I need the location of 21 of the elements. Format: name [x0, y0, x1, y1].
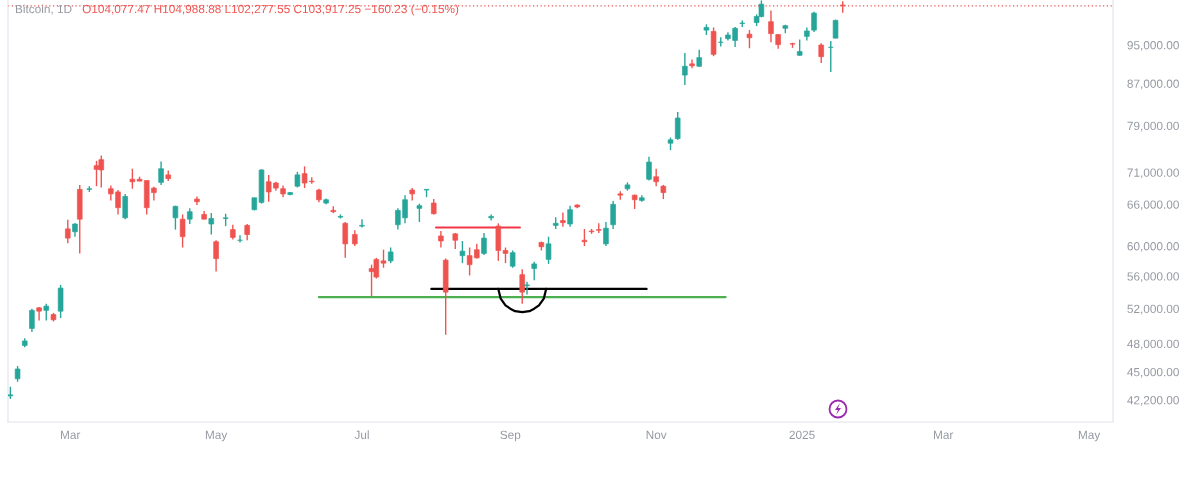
x-tick-label: May: [205, 430, 228, 442]
x-tick-label: May: [1078, 430, 1101, 442]
x-tick-label: Jul: [354, 430, 369, 439]
y-tick-label: 48,000.00: [1127, 339, 1179, 350]
y-tick-label: 66,000.00: [1127, 200, 1179, 211]
y-tick-label: 56,000.00: [1127, 272, 1179, 283]
x-tick-label: Mar: [933, 430, 954, 439]
chart-title: Bitcoin, 1D: [15, 4, 72, 15]
y-tick-label: 42,200.00: [1127, 396, 1179, 406]
x-tick-label: Nov: [646, 430, 667, 439]
y-tick-label: 87,000.00: [1127, 79, 1179, 90]
y-tick-label: 71,000.00: [1127, 168, 1179, 179]
x-tick-label: Sep: [500, 430, 521, 442]
x-tick-label: Mar: [60, 430, 81, 439]
y-tick-label: 45,000.00: [1127, 367, 1179, 378]
y-tick-label: 52,000.00: [1127, 304, 1179, 315]
y-tick-label: 95,000.00: [1127, 41, 1179, 51]
x-tick-label: 2025: [789, 430, 815, 439]
y-tick-label: 60,000.00: [1127, 242, 1179, 252]
annotation: O104,077.47 H104,988.88 L102,277.55 C103,917.25 −160.23 (−0.15%): [82, 4, 459, 16]
y-tick-label: 79,000.00: [1127, 121, 1179, 132]
